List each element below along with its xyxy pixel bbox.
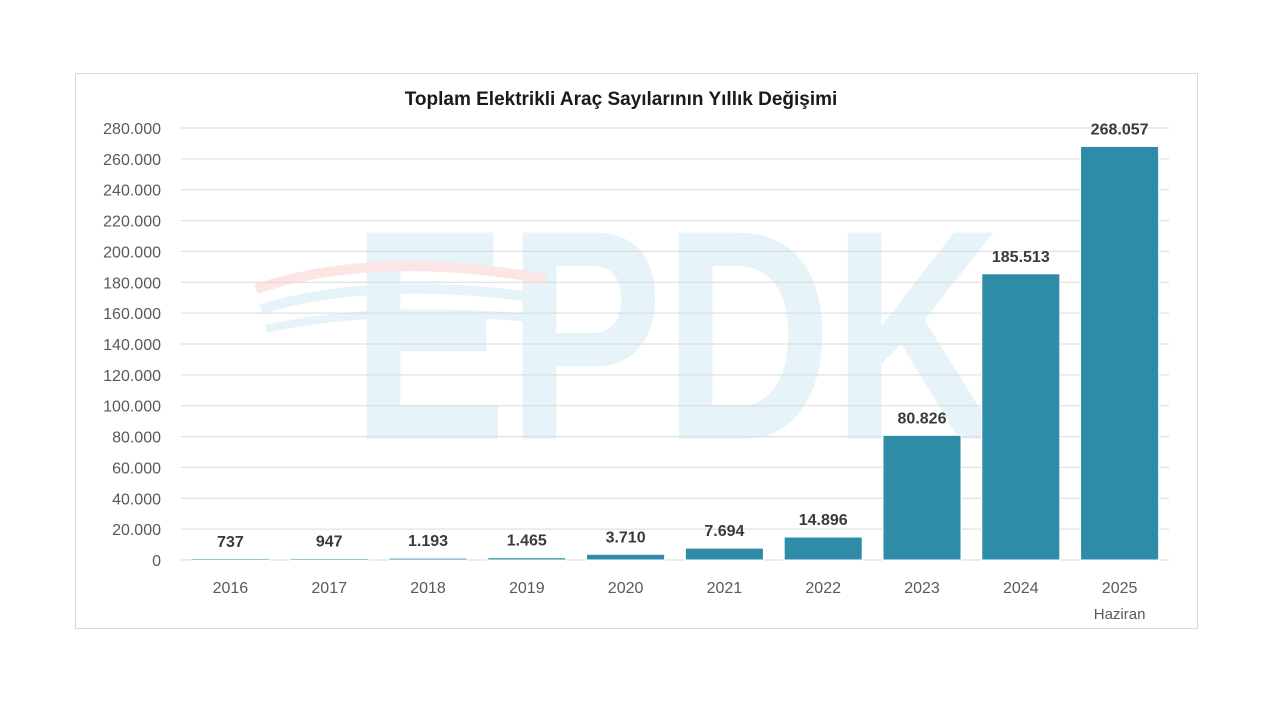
y-tick-label: 220.000 — [103, 214, 161, 231]
bar — [388, 557, 468, 561]
y-tick-label: 40.000 — [112, 491, 161, 508]
y-tick-label: 180.000 — [103, 275, 161, 292]
bars — [190, 145, 1160, 561]
chart-title: Toplam Elektrikli Araç Sayılarının Yıllı… — [405, 89, 838, 110]
y-tick-label: 120.000 — [103, 368, 161, 385]
watermark-swoosh-blue-2 — [265, 309, 547, 333]
data-label: 1.465 — [507, 533, 547, 550]
data-labels: 737 947 1.193 1.465 3.710 7.694 14.896 80.826 18… — [217, 121, 1149, 550]
x-tick-label: 2018 — [410, 580, 446, 597]
bar — [882, 434, 962, 561]
bar — [487, 557, 567, 561]
data-label: 737 — [217, 534, 244, 551]
data-label: 185.513 — [992, 249, 1050, 266]
watermark-swoosh-blue — [259, 283, 547, 314]
y-tick-label: 140.000 — [103, 337, 161, 354]
y-tick-label: 20.000 — [112, 522, 161, 539]
y-tick-label: 100.000 — [103, 399, 161, 416]
bar-chart: EPDK Toplam Elektrikli Araç Sayılarının … — [103, 89, 1169, 623]
bar — [981, 273, 1061, 561]
x-axis-ticks: 2016 2017 2018 2019 2020 2021 2022 2023 2024 2025… — [213, 580, 1146, 623]
data-label: 268.057 — [1091, 121, 1149, 138]
watermark-swoosh-red — [254, 261, 547, 294]
x-tick-label: 2017 — [311, 580, 347, 597]
y-tick-label: 260.000 — [103, 152, 161, 169]
x-tick-label: 2024 — [1003, 580, 1039, 597]
data-label: 80.826 — [898, 410, 947, 427]
chart-frame: EPDK Toplam Elektrikli Araç Sayılarının … — [75, 73, 1198, 629]
x-tick-label: 2025 — [1102, 580, 1138, 597]
y-tick-label: 200.000 — [103, 244, 161, 261]
epdk-watermark-logo: EPDK — [254, 167, 1001, 503]
bar — [190, 558, 270, 561]
y-tick-label: 280.000 — [103, 121, 161, 138]
x-tick-label: 2023 — [904, 580, 940, 597]
bar — [1080, 145, 1160, 561]
y-axis-ticks: 0 20.000 40.000 60.000 80.000 100.000 120.000 1… — [103, 121, 161, 570]
x-tick-label: 2022 — [805, 580, 841, 597]
bar — [289, 558, 369, 561]
data-label: 1.193 — [408, 533, 448, 550]
x-tick-label: 2020 — [608, 580, 644, 597]
y-tick-label: 160.000 — [103, 306, 161, 323]
data-label: 14.896 — [799, 512, 848, 529]
x-tick-label: 2016 — [213, 580, 249, 597]
bar — [586, 553, 666, 561]
y-tick-label: 240.000 — [103, 183, 161, 200]
bar — [783, 536, 863, 561]
data-label: 3.710 — [606, 529, 646, 546]
y-tick-label: 0 — [152, 553, 161, 570]
x-tick-sublabel: Haziran — [1094, 606, 1146, 623]
bar — [684, 547, 764, 561]
x-tick-label: 2021 — [707, 580, 743, 597]
data-label: 7.694 — [704, 523, 744, 540]
x-tick-label: 2019 — [509, 580, 545, 597]
y-tick-label: 60.000 — [112, 460, 161, 477]
y-tick-label: 80.000 — [112, 430, 161, 447]
data-label: 947 — [316, 534, 343, 551]
